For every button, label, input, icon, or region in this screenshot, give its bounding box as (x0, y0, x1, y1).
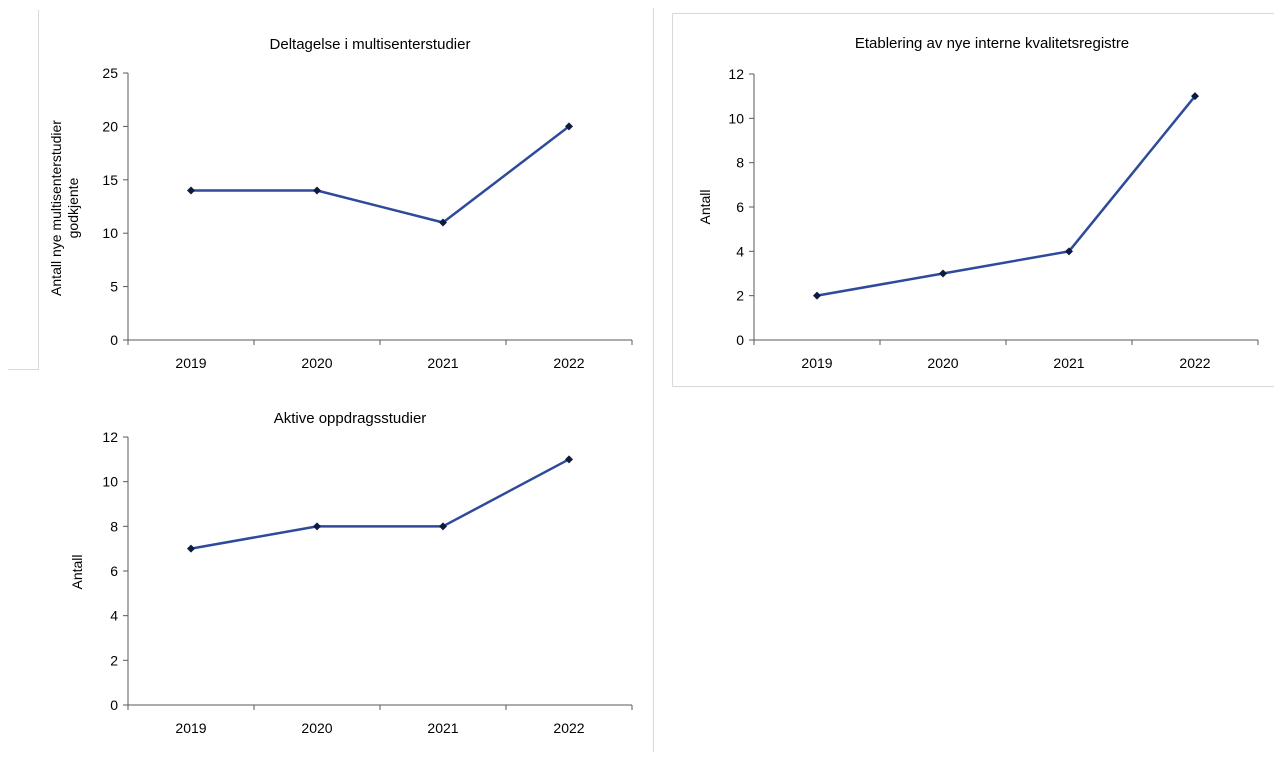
chart-kvalitetsregistre: Etablering av nye interne kvalitetsregis… (674, 14, 1274, 386)
y-tick-label: 0 (736, 332, 744, 348)
x-tick-label: 2022 (553, 720, 584, 736)
chart-title: Etablering av nye interne kvalitetsregis… (855, 35, 1129, 52)
series-line (816, 95, 1196, 297)
y-tick-label: 8 (736, 155, 744, 171)
y-tick-label: 5 (110, 279, 118, 295)
chart-oppdragsstudier: Aktive oppdragsstudier Antall 0 2 4 6 8 10 12 2… (0, 390, 650, 752)
chart-title: Aktive oppdragsstudier (274, 410, 427, 427)
y-tick-label: 12 (728, 66, 744, 82)
data-point (313, 522, 321, 531)
y-tick-label: 0 (110, 332, 118, 348)
x-tick-label: 2020 (927, 355, 958, 371)
chart2-frame-top (672, 13, 1274, 14)
y-tick-label: 0 (110, 697, 118, 713)
y-tick-label: 8 (110, 518, 118, 534)
y-axis-label-line2: godkjente (65, 177, 81, 238)
data-point (187, 544, 195, 553)
x-tick-label: 2020 (301, 720, 332, 736)
x-tick-label: 2019 (175, 355, 206, 371)
y-tick-label: 6 (736, 199, 744, 215)
data-point (565, 455, 573, 464)
chart-multisenter: Deltagelse i multisenterstudier Antall n… (0, 0, 650, 380)
data-point (1065, 247, 1073, 256)
x-tick-label: 2022 (553, 355, 584, 371)
y-tick-label: 10 (102, 225, 118, 241)
data-point (313, 186, 321, 195)
data-point (187, 186, 195, 195)
x-tick-label: 2021 (427, 355, 458, 371)
x-tick-label: 2019 (801, 355, 832, 371)
y-tick-label: 25 (102, 65, 118, 81)
data-point (1191, 92, 1199, 101)
chart-multisenter-svg: Deltagelse i multisenterstudier Antall n… (48, 36, 633, 371)
y-axis-label-line1: Antall (697, 189, 713, 224)
y-tick-label: 6 (110, 563, 118, 579)
y-tick-label: 12 (102, 429, 118, 445)
series-line (190, 458, 570, 550)
y-tick-label: 20 (102, 118, 118, 134)
data-point (813, 291, 821, 300)
x-tick-label: 2021 (427, 720, 458, 736)
data-point (939, 269, 947, 278)
chart-kvalitetsregistre-svg: Etablering av nye interne kvalitetsregis… (697, 35, 1259, 371)
chart-title: Deltagelse i multisenterstudier (270, 36, 471, 53)
chart2-frame-left (672, 13, 673, 387)
y-tick-label: 10 (102, 474, 118, 490)
x-tick-label: 2020 (301, 355, 332, 371)
y-tick-label: 4 (110, 608, 118, 624)
y-tick-label: 4 (736, 243, 744, 259)
x-tick-label: 2021 (1053, 355, 1084, 371)
series-line (191, 125, 570, 224)
y-tick-label: 10 (728, 110, 744, 126)
chart2-frame-bottom (672, 386, 1274, 387)
x-tick-label: 2019 (175, 720, 206, 736)
y-tick-label: 15 (102, 172, 118, 188)
y-axis-label-line1: Antall nye multisenterstudier (48, 120, 64, 296)
y-axis-label-line1: Antall (69, 554, 85, 589)
chart1-frame-left (38, 10, 39, 370)
data-point (439, 522, 447, 531)
data-point (439, 218, 447, 227)
chart-oppdragsstudier-svg: Aktive oppdragsstudier Antall 0 2 4 6 8 10 12 2… (69, 410, 633, 736)
data-point (565, 122, 573, 131)
chart3-frame-right (653, 8, 654, 752)
y-tick-label: 2 (736, 288, 744, 304)
chart1-frame-bottom (8, 369, 39, 370)
x-tick-label: 2022 (1179, 355, 1210, 371)
y-tick-label: 2 (110, 652, 118, 668)
